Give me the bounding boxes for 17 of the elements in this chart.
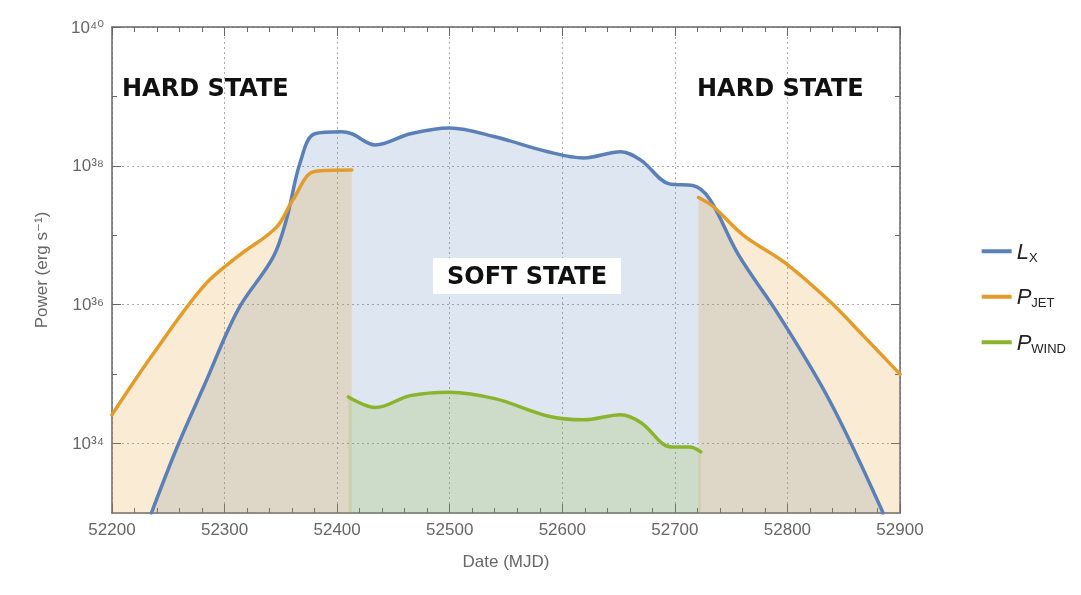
y-axis-title: Power (erg s⁻¹) bbox=[32, 211, 51, 329]
annotation: HARD STATE bbox=[122, 74, 289, 102]
annotation: HARD STATE bbox=[697, 74, 864, 102]
x-axis-title: Date (MJD) bbox=[462, 552, 550, 571]
x-tick-label: 52800 bbox=[763, 520, 812, 539]
x-tick-label: 52700 bbox=[651, 520, 699, 539]
y-tick-label: 10³⁴ bbox=[72, 434, 104, 454]
x-tick-label: 52400 bbox=[313, 520, 361, 539]
x-tick-label: 52300 bbox=[200, 520, 249, 539]
x-tick-label: 52500 bbox=[426, 520, 474, 539]
y-tick-label: 10⁴⁰ bbox=[70, 17, 105, 37]
annotation: SOFT STATE bbox=[447, 262, 608, 290]
y-tick-label: 10³⁶ bbox=[72, 295, 104, 315]
y-tick-label: 10³⁸ bbox=[72, 156, 104, 176]
x-tick-label: 52600 bbox=[538, 520, 586, 539]
x-tick-label: 52900 bbox=[876, 520, 924, 539]
x-tick-label: 52200 bbox=[88, 520, 136, 539]
